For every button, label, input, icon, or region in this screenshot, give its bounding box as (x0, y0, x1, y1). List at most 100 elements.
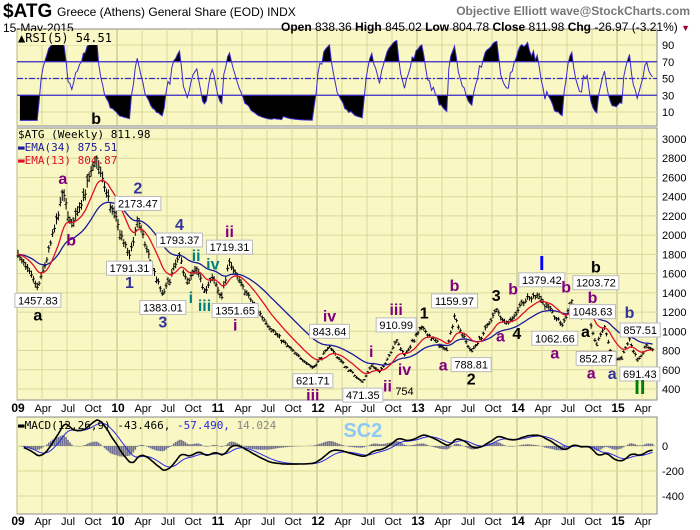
wave-label: a (587, 365, 596, 382)
price-bar (454, 318, 458, 323)
price-bar (339, 358, 343, 363)
price-bar (545, 302, 549, 309)
price-bar (164, 282, 168, 289)
price-value-box (575, 350, 617, 366)
price-bar (31, 275, 35, 283)
ema13-line (17, 179, 653, 375)
wave-label: b (561, 280, 571, 297)
price-value-label: 1048.63 (573, 307, 613, 319)
price-bar (620, 355, 624, 360)
price-bar (570, 299, 574, 305)
down-arrow-icon: ▼ (681, 23, 690, 33)
price-bar (154, 276, 158, 284)
price-bar (258, 310, 262, 317)
price-bar (385, 357, 389, 361)
price-bar (239, 279, 243, 287)
wave-label: a (33, 307, 42, 324)
ema13-legend: ▬EMA(13) 804.87 (18, 154, 118, 167)
price-bar (203, 288, 207, 294)
x-tick-label: 14 (511, 401, 525, 415)
price-bar (556, 316, 560, 321)
price-bar (64, 197, 68, 210)
price-bar (262, 317, 266, 322)
price-bar (241, 283, 245, 290)
price-bar (128, 249, 132, 260)
chg-value: -26.97 (-3.21%) (594, 20, 678, 34)
price-value-label: 1159.97 (435, 296, 474, 308)
symbol: $ATG (3, 1, 53, 22)
price-value-box (619, 322, 661, 338)
price-bar (185, 277, 189, 285)
price-bar (533, 294, 537, 300)
price-bar (108, 203, 112, 213)
price-bar (199, 274, 203, 283)
price-bar (99, 166, 103, 178)
price-value-label: 1379.42 (522, 275, 562, 287)
price-bar (281, 339, 285, 343)
price-bar (499, 315, 503, 321)
price-bar (174, 259, 178, 269)
price-bar (460, 333, 464, 338)
price-bar (370, 364, 374, 368)
price-value-box (309, 323, 350, 339)
price-bar (33, 280, 37, 288)
price-bar (535, 292, 539, 299)
price-tick-label: 2800 (662, 153, 686, 165)
price-bar (110, 204, 114, 215)
price-bar (633, 352, 637, 357)
price-bar (543, 304, 547, 310)
price-bar (393, 341, 397, 346)
price-bar (172, 263, 176, 271)
price-bar (512, 313, 516, 320)
price-bar (408, 344, 412, 350)
price-bar (397, 342, 401, 346)
price-bar (489, 317, 493, 323)
x-tick-label: 15 (611, 401, 625, 415)
x-tick-label: Oct (484, 516, 501, 528)
x-tick-label: Oct (184, 516, 201, 528)
price-bar (493, 309, 497, 314)
price-bar (78, 202, 82, 213)
low-label: Low (425, 20, 450, 34)
price-bar (272, 328, 276, 333)
price-bar (441, 345, 445, 350)
price-value-box (206, 239, 253, 255)
price-value-label: 471.35 (346, 390, 380, 402)
price-bar (558, 320, 562, 326)
wave-label: a (581, 324, 590, 341)
x-tick-label: Jul (261, 516, 275, 528)
x-tick-label: 10 (111, 514, 125, 528)
wave-label: b (66, 233, 76, 250)
price-bar (422, 326, 426, 331)
price-bar (353, 374, 357, 377)
x-tick-label: Oct (84, 516, 101, 528)
x-tick-label: Oct (584, 403, 601, 415)
rsi-legend-text: RSI(5) 54.51 (25, 31, 112, 45)
price-bar (206, 281, 210, 289)
price-bar (395, 338, 399, 343)
price-bar (249, 297, 253, 303)
price-bar (601, 328, 605, 334)
x-tick-label: Apr (534, 516, 551, 528)
wave-label: I (539, 253, 545, 275)
price-bar (145, 245, 149, 253)
price-bar (76, 206, 80, 217)
ema13-legend-text: EMA(13) 804.87 (24, 154, 118, 167)
close-value: 811.98 (528, 20, 565, 34)
wave-label: a (550, 345, 559, 362)
price-value-box (450, 357, 492, 373)
wave-label: iv (323, 308, 336, 325)
price-bar (303, 360, 307, 363)
x-tick-label: Apr (334, 403, 351, 415)
wave-label: i (233, 317, 237, 334)
price-bar (187, 277, 191, 284)
price-bar (491, 312, 495, 319)
macd-line (23, 419, 653, 472)
wave-label: 1 (125, 275, 134, 292)
price-value-box (156, 232, 203, 248)
price-tick-label: 2200 (662, 211, 686, 223)
price-bar (91, 161, 95, 172)
price-value-box (569, 304, 616, 320)
wave-label: a (608, 366, 617, 383)
price-value-box (375, 317, 417, 333)
